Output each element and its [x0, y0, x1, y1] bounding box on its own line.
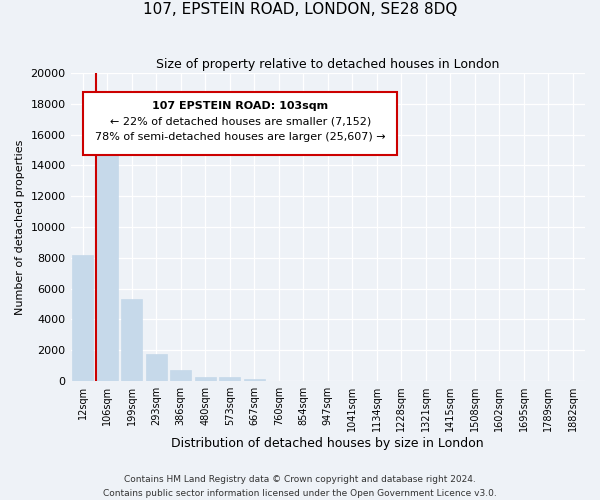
Bar: [170, 370, 191, 381]
Text: 107 EPSTEIN ROAD: 103sqm: 107 EPSTEIN ROAD: 103sqm: [152, 101, 328, 111]
Bar: [220, 377, 240, 381]
Text: ← 22% of detached houses are smaller (7,152): ← 22% of detached houses are smaller (7,…: [110, 116, 371, 126]
Title: Size of property relative to detached houses in London: Size of property relative to detached ho…: [156, 58, 499, 70]
FancyBboxPatch shape: [83, 92, 397, 154]
Text: 107, EPSTEIN ROAD, LONDON, SE28 8DQ: 107, EPSTEIN ROAD, LONDON, SE28 8DQ: [143, 2, 457, 18]
Text: 78% of semi-detached houses are larger (25,607) →: 78% of semi-detached houses are larger (…: [95, 132, 386, 141]
Bar: [121, 300, 142, 381]
Bar: [73, 255, 93, 381]
Y-axis label: Number of detached properties: Number of detached properties: [15, 140, 25, 315]
X-axis label: Distribution of detached houses by size in London: Distribution of detached houses by size …: [172, 437, 484, 450]
Bar: [195, 377, 215, 381]
Bar: [97, 124, 118, 381]
Text: Contains HM Land Registry data © Crown copyright and database right 2024.
Contai: Contains HM Land Registry data © Crown c…: [103, 476, 497, 498]
Bar: [146, 354, 167, 381]
Bar: [244, 379, 265, 381]
